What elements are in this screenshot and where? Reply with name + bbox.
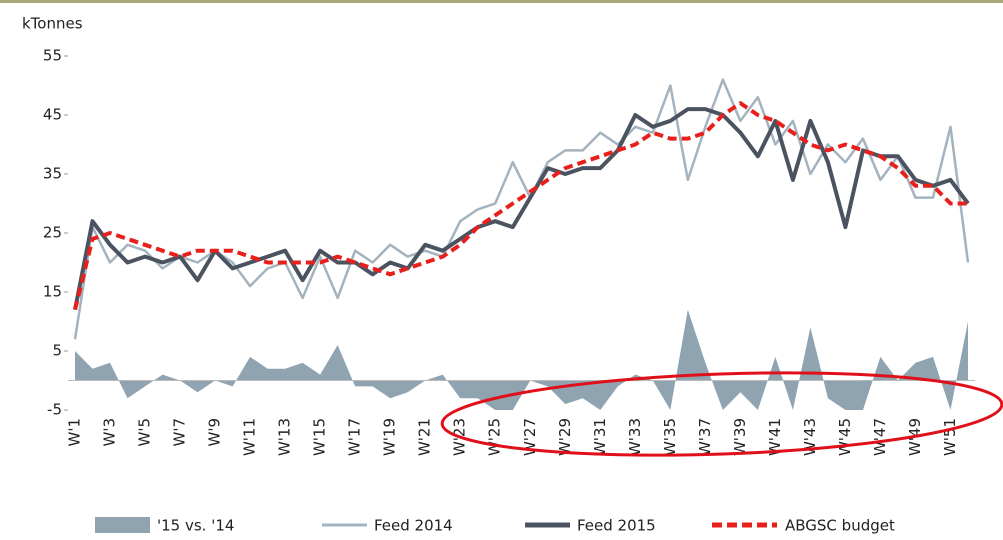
y-tick-label: -5 <box>47 401 62 419</box>
x-tick-label: W'5 <box>136 418 154 447</box>
highlight-ellipse <box>440 371 1003 457</box>
x-tick-label: W'37 <box>696 418 714 456</box>
x-tick-label: W'1 <box>66 418 84 447</box>
x-tick-label: W'39 <box>731 418 749 456</box>
y-tick-label: 15 <box>43 283 62 301</box>
x-tick-label: W'21 <box>416 418 434 456</box>
legend-label: Feed 2015 <box>577 517 656 535</box>
series-line <box>73 101 968 311</box>
x-tick-label: W'17 <box>346 418 364 456</box>
x-tick-label: W'15 <box>311 418 329 456</box>
x-tick-label: W'47 <box>871 418 889 456</box>
x-tick-label: W'45 <box>836 418 854 456</box>
x-tick-label: W'33 <box>626 418 644 456</box>
y-tick-label: 25 <box>43 224 62 242</box>
x-tick-label: W'27 <box>521 418 539 456</box>
legend-label: Feed 2014 <box>374 517 453 535</box>
series-line <box>73 78 970 340</box>
difference-area <box>75 309 968 410</box>
x-tick-label: W'51 <box>941 418 959 456</box>
y-tick-label: 45 <box>43 106 62 124</box>
x-tick-label: W'9 <box>206 418 224 447</box>
legend-label: '15 vs. '14 <box>157 517 234 535</box>
series-line <box>73 107 970 311</box>
x-tick-label: W'7 <box>171 418 189 447</box>
x-tick-label: W'11 <box>241 418 259 456</box>
legend-label: ABGSC budget <box>785 517 895 535</box>
top-rule <box>0 0 1003 3</box>
x-tick-label: W'41 <box>766 418 784 456</box>
y-axis-label: kTonnes <box>22 15 83 33</box>
x-tick-label: W'43 <box>801 418 819 456</box>
y-tick-label: 55 <box>43 47 62 65</box>
legend-swatch <box>95 517 150 533</box>
x-tick-label: W'25 <box>486 418 504 456</box>
x-tick-label: W'13 <box>276 418 294 456</box>
x-tick-label: W'29 <box>556 418 574 456</box>
y-tick-label: 5 <box>52 342 62 360</box>
x-tick-label: W'35 <box>661 418 679 456</box>
y-tick-label: 35 <box>43 165 62 183</box>
x-tick-label: W'3 <box>101 418 119 447</box>
x-tick-label: W'31 <box>591 418 609 456</box>
x-tick-label: W'19 <box>381 418 399 456</box>
